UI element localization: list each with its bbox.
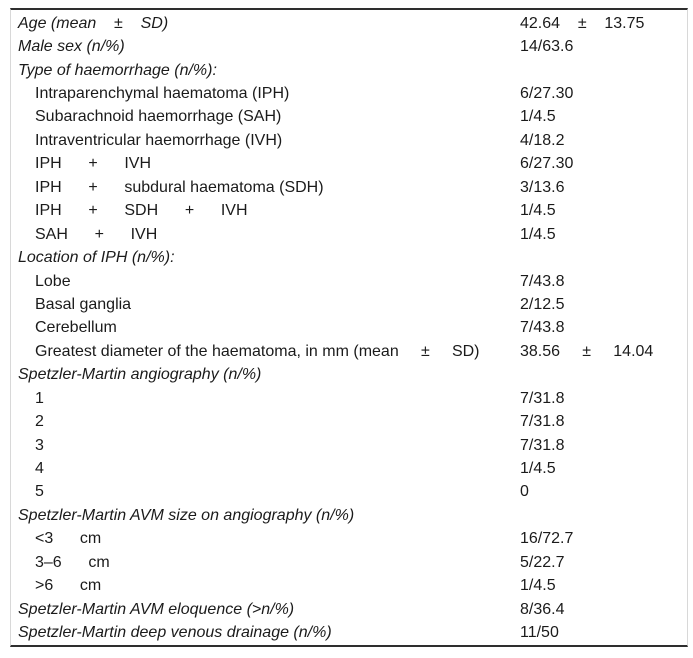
table-row: 4 1/4.5 — [11, 457, 687, 480]
row-label: <3 cm — [35, 530, 102, 548]
table-row: Type of haemorrhage (n/%): — [11, 59, 687, 82]
row-label: Spetzler-Martin deep venous drainage (n/… — [18, 624, 332, 642]
row-label: Basal ganglia — [35, 295, 132, 313]
table-row: Greatest diameter of the haematoma, in m… — [11, 340, 687, 363]
row-label: Lobe — [35, 272, 71, 290]
row-value: 7/43.8 — [520, 272, 565, 290]
table-row: Cerebellum 7/43.8 — [11, 317, 687, 340]
table-row: Spetzler-Martin deep venous drainage (n/… — [11, 621, 687, 644]
row-label: 1 — [35, 389, 44, 407]
row-value: 6/27.30 — [520, 85, 574, 103]
row-value: 7/31.8 — [520, 436, 565, 454]
table-row: IPH + subdural haematoma (SDH) 3/13.6 — [11, 176, 687, 199]
row-label: Cerebellum — [35, 319, 117, 337]
row-label: 3 — [35, 436, 44, 454]
table-row: <3 cm 16/72.7 — [11, 528, 687, 551]
table-row: 3 7/31.8 — [11, 434, 687, 457]
row-label: Spetzler-Martin angiography (n/%) — [18, 366, 262, 384]
table-row: 1 7/31.8 — [11, 387, 687, 410]
row-value: 1/4.5 — [520, 577, 556, 595]
table-row: 3–6 cm 5/22.7 — [11, 551, 687, 574]
characteristics-table-body: Age (mean ± SD) 42.64 ± 13.75 Male sex (n/… — [11, 12, 687, 645]
row-value: 5/22.7 — [520, 553, 565, 571]
row-value: 6/27.30 — [520, 155, 574, 173]
row-value: 7/31.8 — [520, 413, 565, 431]
row-value: 38.56 ± 14.04 — [520, 342, 654, 360]
table-row: Spetzler-Martin AVM eloquence (>n/%) 8/36… — [11, 598, 687, 621]
table-row: Male sex (n/%) 14/63.6 — [11, 35, 687, 58]
row-value: 3/13.6 — [520, 178, 565, 196]
row-value: 4/18.2 — [520, 131, 565, 149]
table-row: Age (mean ± SD) 42.64 ± 13.75 — [11, 12, 687, 35]
table-row: Spetzler-Martin AVM size on angiography … — [11, 504, 687, 527]
table-row: SAH + IVH 1/4.5 — [11, 223, 687, 246]
row-label: >6 cm — [35, 577, 102, 595]
row-value: 7/43.8 — [520, 319, 565, 337]
row-label: Spetzler-Martin AVM size on angiography … — [18, 506, 355, 524]
row-label: IPH + IVH — [35, 155, 152, 173]
row-value: 42.64 ± 13.75 — [520, 14, 645, 32]
row-label: Spetzler-Martin AVM eloquence (>n/%) — [18, 600, 295, 618]
row-value: 1/4.5 — [520, 225, 556, 243]
row-label: Intraparenchymal haematoma (IPH) — [35, 85, 290, 103]
row-label: 3–6 cm — [35, 553, 110, 571]
row-label: IPH + SDH + IVH — [35, 202, 248, 220]
row-value: 11/50 — [520, 624, 559, 642]
row-value: 14/63.6 — [520, 38, 574, 56]
row-label: Subarachnoid haemorrhage (SAH) — [35, 108, 282, 126]
row-label: Type of haemorrhage (n/%): — [18, 61, 217, 79]
row-value: 1/4.5 — [520, 460, 556, 478]
patient-characteristics-table: Age (mean ± SD) 42.64 ± 13.75 Male sex (n/… — [10, 8, 688, 647]
row-label: SAH + IVH — [35, 225, 158, 243]
row-value: 0 — [520, 483, 529, 501]
row-value: 2/12.5 — [520, 295, 565, 313]
table-row: Basal ganglia 2/12.5 — [11, 293, 687, 316]
table-row: Subarachnoid haemorrhage (SAH) 1/4.5 — [11, 106, 687, 129]
row-label: IPH + subdural haematoma (SDH) — [35, 178, 324, 196]
table-row: IPH + IVH 6/27.30 — [11, 153, 687, 176]
row-label: Intraventricular haemorrhage (IVH) — [35, 131, 283, 149]
table-row: >6 cm 1/4.5 — [11, 575, 687, 598]
row-value: 8/36.4 — [520, 600, 565, 618]
row-label: Greatest diameter of the haematoma, in m… — [35, 342, 480, 360]
row-label: 2 — [35, 413, 44, 431]
row-value: 1/4.5 — [520, 108, 556, 126]
table-row: Spetzler-Martin angiography (n/%) — [11, 364, 687, 387]
table-row: Intraparenchymal haematoma (IPH) 6/27.30 — [11, 82, 687, 105]
table-row: Location of IPH (n/%): — [11, 246, 687, 269]
row-value: 1/4.5 — [520, 202, 556, 220]
table-row: IPH + SDH + IVH 1/4.5 — [11, 200, 687, 223]
row-label: Age (mean ± SD) — [18, 14, 169, 32]
row-label: Male sex (n/%) — [18, 38, 125, 56]
table-row: Intraventricular haemorrhage (IVH) 4/18.2 — [11, 129, 687, 152]
row-value: 16/72.7 — [520, 530, 574, 548]
row-value: 7/31.8 — [520, 389, 565, 407]
row-label: 5 — [35, 483, 44, 501]
table-row: 2 7/31.8 — [11, 410, 687, 433]
row-label: Location of IPH (n/%): — [18, 249, 175, 267]
row-label: 4 — [35, 460, 44, 478]
table-row: Lobe 7/43.8 — [11, 270, 687, 293]
